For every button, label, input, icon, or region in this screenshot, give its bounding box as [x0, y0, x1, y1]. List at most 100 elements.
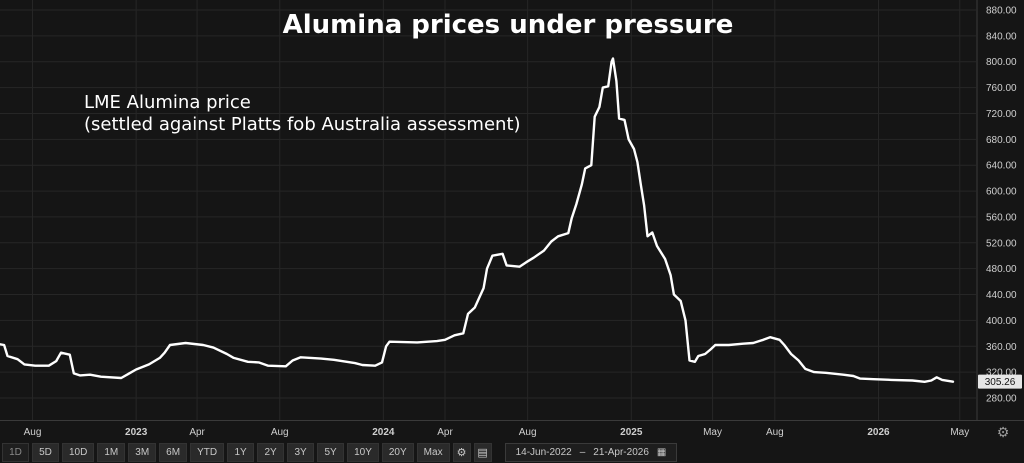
data-point: [385, 345, 387, 347]
y-tick-label: 640.00: [986, 161, 1017, 172]
last-value-group: 305.26: [978, 374, 1022, 389]
data-point: [911, 379, 913, 382]
data-point: [491, 255, 494, 257]
x-tick-label: Apr: [189, 427, 205, 438]
x-tick-label: 2025: [620, 427, 643, 438]
y-tick-label: 360.00: [986, 342, 1017, 353]
data-point: [17, 358, 19, 360]
data-point: [533, 257, 535, 259]
data-point: [320, 357, 322, 360]
range-10y-button[interactable]: 10Y: [347, 442, 379, 462]
table-icon[interactable]: ▤: [473, 442, 492, 462]
data-point: [501, 253, 504, 255]
data-point: [506, 264, 508, 267]
data-point: [550, 240, 552, 243]
data-point: [704, 353, 706, 355]
y-tick-label: 480.00: [986, 264, 1017, 275]
data-point: [825, 372, 827, 374]
series-line: [0, 57, 955, 383]
range-1d-button[interactable]: 1D: [2, 442, 29, 462]
grid: [0, 0, 976, 420]
data-point: [598, 106, 601, 108]
data-point: [742, 343, 744, 345]
data-point: [483, 287, 485, 289]
data-point: [467, 313, 469, 315]
y-tick-label: 440.00: [986, 290, 1017, 301]
data-point: [615, 80, 617, 82]
range-5d-button[interactable]: 5D: [32, 442, 59, 462]
data-point: [388, 341, 391, 343]
data-point: [936, 376, 938, 378]
data-point: [354, 362, 356, 364]
data-point: [890, 379, 892, 381]
y-tick-label: 720.00: [986, 109, 1017, 120]
data-point: [813, 371, 815, 373]
data-point: [688, 359, 691, 362]
last-value-badge: [978, 374, 1022, 389]
range-max-button[interactable]: Max: [416, 442, 450, 462]
data-point: [627, 138, 630, 140]
data-point: [762, 339, 764, 341]
data-point: [416, 341, 418, 343]
data-point: [694, 361, 696, 363]
data-point: [100, 376, 102, 378]
data-point: [790, 353, 792, 355]
data-point: [184, 342, 187, 344]
data-point: [202, 344, 204, 346]
data-point: [55, 360, 57, 362]
data-point: [258, 361, 260, 364]
data-point: [567, 232, 569, 234]
data-point: [930, 379, 932, 382]
y-tick-label: 600.00: [986, 187, 1017, 198]
data-point: [486, 268, 488, 270]
date-separator: –: [579, 446, 586, 458]
date-start: 14-Jun-2022: [515, 446, 572, 458]
range-3m-button[interactable]: 3M: [128, 442, 157, 462]
data-point: [23, 363, 25, 365]
data-point: [590, 164, 592, 166]
data-point: [581, 184, 583, 186]
data-point: [0, 343, 1, 345]
data-point: [669, 274, 672, 276]
range-20y-button[interactable]: 20Y: [381, 442, 414, 462]
range-5y-button[interactable]: 5Y: [317, 442, 345, 462]
data-point: [643, 204, 645, 206]
y-tick-label: 560.00: [986, 212, 1017, 223]
range-10d-button[interactable]: 10D: [62, 442, 95, 462]
data-point: [69, 354, 71, 356]
data-point: [444, 339, 446, 341]
data-point: [618, 118, 620, 120]
data-point: [163, 352, 166, 354]
data-point: [611, 61, 613, 63]
data-point: [633, 148, 635, 150]
y-tick-label: 880.00: [986, 6, 1017, 17]
data-point: [159, 357, 161, 359]
range-3y-button[interactable]: 3Y: [287, 442, 315, 462]
data-point: [285, 365, 287, 367]
date-range-picker[interactable]: 14-Jun-2022 – 21-Apr-2026 ▦: [504, 442, 678, 462]
data-point: [873, 378, 875, 380]
x-tick-label: 2023: [125, 427, 148, 438]
range-1y-button[interactable]: 1Y: [227, 442, 255, 462]
range-2y-button[interactable]: 2Y: [257, 442, 285, 462]
data-point: [60, 352, 62, 354]
gear-icon[interactable]: ⚙: [452, 442, 471, 462]
data-point: [664, 258, 666, 260]
data-point: [680, 300, 682, 302]
last-value-label: 305.26: [985, 377, 1016, 388]
data-point: [804, 368, 806, 370]
range-6m-button[interactable]: 6M: [159, 442, 188, 462]
data-point: [135, 368, 137, 371]
data-point: [728, 344, 730, 346]
data-point: [381, 361, 383, 364]
range-ytd-button[interactable]: YTD: [190, 442, 225, 462]
data-point: [474, 306, 476, 309]
data-point: [89, 374, 91, 376]
data-point: [374, 365, 376, 367]
data-point: [594, 116, 596, 118]
axis-settings-icon[interactable]: ⚙: [996, 424, 1010, 440]
data-point: [453, 334, 456, 336]
data-point: [226, 353, 228, 355]
range-1m-button[interactable]: 1M: [97, 442, 126, 462]
